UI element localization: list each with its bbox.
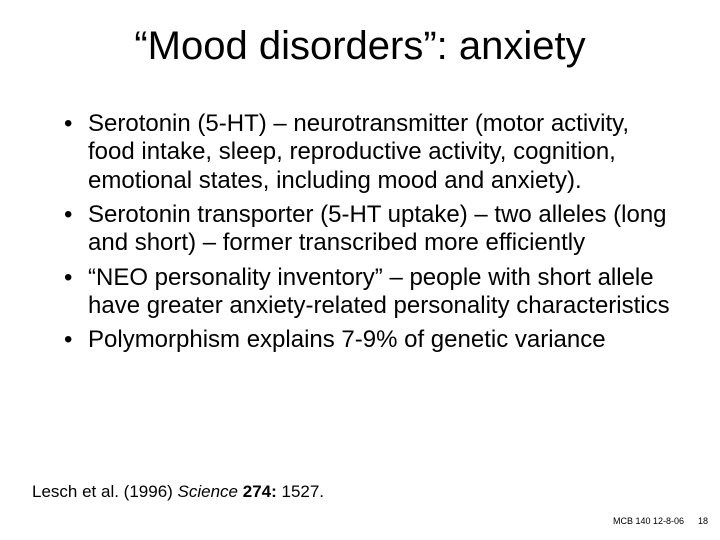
citation-volume: 274: xyxy=(243,482,282,501)
bullet-item: Serotonin (5-HT) – neurotransmitter (mot… xyxy=(60,110,670,195)
slide-title: “Mood disorders”: anxiety xyxy=(0,24,720,69)
bullet-item: Serotonin transporter (5-HT uptake) – tw… xyxy=(60,201,670,258)
footer-course: MCB 140 12-8-06 xyxy=(613,516,684,526)
citation: Lesch et al. (1996) Science 274: 1527. xyxy=(32,482,324,502)
citation-journal: Science xyxy=(178,482,243,501)
bullet-item: Polymorphism explains 7-9% of genetic va… xyxy=(60,326,670,354)
footer-page-number: 18 xyxy=(698,516,708,526)
slide: “Mood disorders”: anxiety Serotonin (5-H… xyxy=(0,0,720,540)
bullet-list: Serotonin (5-HT) – neurotransmitter (mot… xyxy=(60,110,670,355)
slide-body: Serotonin (5-HT) – neurotransmitter (mot… xyxy=(60,110,670,361)
citation-page: 1527. xyxy=(281,482,324,501)
bullet-item: “NEO personality inventory” – people wit… xyxy=(60,264,670,321)
citation-authors: Lesch et al. (1996) xyxy=(32,482,178,501)
